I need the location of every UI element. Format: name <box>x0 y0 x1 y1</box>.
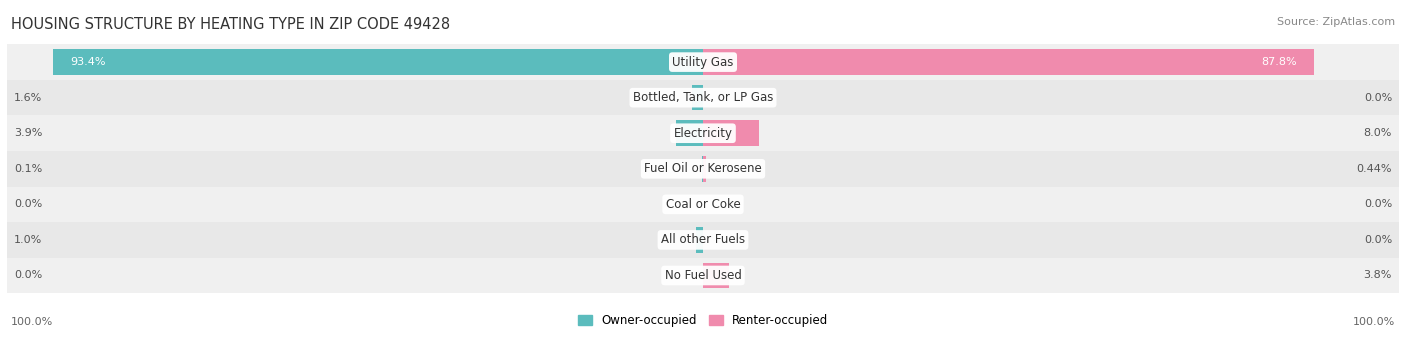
Bar <box>696 227 703 253</box>
Text: 1.0%: 1.0% <box>14 235 42 245</box>
Text: All other Fuels: All other Fuels <box>661 234 745 247</box>
Bar <box>703 49 1315 75</box>
Bar <box>7 258 1399 293</box>
Bar <box>7 44 1399 80</box>
Text: Source: ZipAtlas.com: Source: ZipAtlas.com <box>1277 17 1395 27</box>
Text: 0.0%: 0.0% <box>1364 93 1392 103</box>
Bar <box>703 263 730 288</box>
Text: 0.0%: 0.0% <box>1364 199 1392 209</box>
Bar <box>703 156 706 182</box>
Bar <box>53 49 703 75</box>
Text: 1.6%: 1.6% <box>14 93 42 103</box>
Bar <box>7 151 1399 187</box>
Text: HOUSING STRUCTURE BY HEATING TYPE IN ZIP CODE 49428: HOUSING STRUCTURE BY HEATING TYPE IN ZIP… <box>11 17 450 32</box>
Text: No Fuel Used: No Fuel Used <box>665 269 741 282</box>
Text: 0.44%: 0.44% <box>1357 164 1392 174</box>
Bar <box>703 120 759 146</box>
Legend: Owner-occupied, Renter-occupied: Owner-occupied, Renter-occupied <box>572 310 834 332</box>
Text: 0.0%: 0.0% <box>1364 235 1392 245</box>
Text: Electricity: Electricity <box>673 127 733 140</box>
Bar <box>7 187 1399 222</box>
Bar <box>7 116 1399 151</box>
Bar <box>7 222 1399 258</box>
Text: 87.8%: 87.8% <box>1261 57 1296 67</box>
Text: 0.0%: 0.0% <box>14 270 42 281</box>
Text: Coal or Coke: Coal or Coke <box>665 198 741 211</box>
Bar <box>692 85 703 110</box>
Text: Fuel Oil or Kerosene: Fuel Oil or Kerosene <box>644 162 762 175</box>
Bar <box>676 120 703 146</box>
Text: 0.0%: 0.0% <box>14 199 42 209</box>
Text: 3.9%: 3.9% <box>14 128 42 138</box>
Text: 0.1%: 0.1% <box>14 164 42 174</box>
Text: 93.4%: 93.4% <box>70 57 105 67</box>
Text: Bottled, Tank, or LP Gas: Bottled, Tank, or LP Gas <box>633 91 773 104</box>
Text: Utility Gas: Utility Gas <box>672 56 734 69</box>
Text: 8.0%: 8.0% <box>1364 128 1392 138</box>
Bar <box>7 80 1399 116</box>
Text: 100.0%: 100.0% <box>11 317 53 327</box>
Text: 100.0%: 100.0% <box>1353 317 1395 327</box>
Text: 3.8%: 3.8% <box>1364 270 1392 281</box>
